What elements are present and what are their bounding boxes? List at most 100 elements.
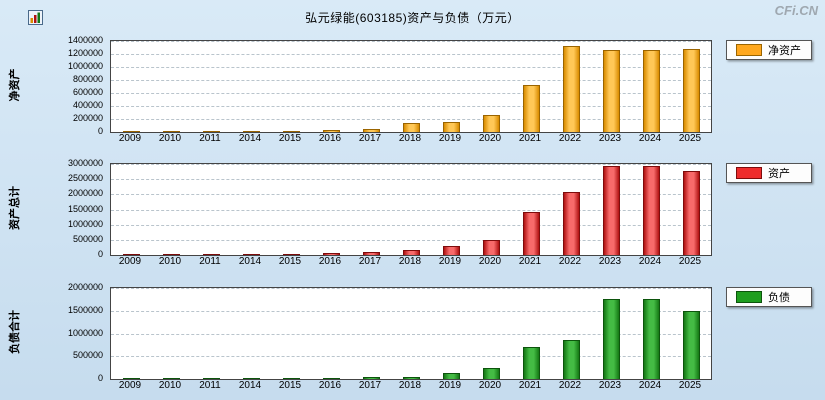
gridline <box>111 288 711 289</box>
bar-2025 <box>683 171 700 255</box>
x-tick-label: 2009 <box>118 380 142 391</box>
y-tick-label: 400000 <box>72 100 103 110</box>
x-tick-label: 2023 <box>598 133 622 144</box>
x-tick-label: 2014 <box>238 256 262 267</box>
y-tick-label: 1400000 <box>67 35 103 45</box>
x-tick-label: 2015 <box>278 380 302 391</box>
y-tick-label: 0 <box>97 126 103 136</box>
bar-2019 <box>443 373 460 379</box>
mini-chart-icon <box>28 10 43 25</box>
x-tick-label: 2009 <box>118 256 142 267</box>
legend-label: 负债 <box>768 292 790 304</box>
x-tick-label: 2022 <box>558 256 582 267</box>
y-tick-label: 2000000 <box>67 188 103 199</box>
bar-2021 <box>523 85 540 132</box>
x-axis-labels: 2009 2010 2011 2014 2015 2016 2017 2018 2019 2020… <box>110 255 710 269</box>
bar-2017 <box>363 129 380 132</box>
x-tick-label: 2021 <box>518 380 542 391</box>
x-tick-label: 2009 <box>118 133 142 144</box>
x-tick-label: 2022 <box>558 133 582 144</box>
bar-2010 <box>163 378 180 379</box>
bar-2015 <box>283 254 300 255</box>
bar-2021 <box>523 212 540 255</box>
bar-2014 <box>243 254 260 255</box>
y-tick-label: 1200000 <box>67 48 103 58</box>
plot-area <box>110 287 712 380</box>
x-tick-label: 2018 <box>398 133 422 144</box>
y-axis-title: 资产总计 <box>9 186 21 230</box>
x-tick-label: 2025 <box>678 133 702 144</box>
bar-2009 <box>123 378 140 379</box>
watermark-logo: CFi.CN <box>774 3 818 18</box>
x-tick-label: 2010 <box>158 256 182 267</box>
bar-2017 <box>363 377 380 379</box>
bar-2025 <box>683 311 700 379</box>
bar-2011 <box>203 131 220 132</box>
x-tick-label: 2016 <box>318 380 342 391</box>
bar-2020 <box>483 368 500 379</box>
y-tick-label: 600000 <box>72 87 103 97</box>
x-tick-label: 2010 <box>158 380 182 391</box>
x-tick-label: 2020 <box>478 380 502 391</box>
legend-swatch <box>736 291 762 303</box>
y-axis-ticks: 0 500000 1000000 1500000 2000000 2500000 30000… <box>54 158 106 259</box>
chart-total-liabilities: 负债合计 0 500000 1000000 1500000 2000000 2009 20… <box>0 282 825 393</box>
bar-2016 <box>323 378 340 379</box>
y-tick-label: 500000 <box>72 233 103 244</box>
chart-total-assets: 资产总计 0 500000 1000000 1500000 2000000 2500000… <box>0 158 825 269</box>
bar-2021 <box>523 347 540 379</box>
legend-swatch <box>736 167 762 179</box>
x-tick-label: 2018 <box>398 256 422 267</box>
bar-2016 <box>323 130 340 132</box>
gridline <box>111 239 711 241</box>
gridline <box>111 224 711 226</box>
x-axis-labels: 2009 2010 2011 2014 2015 2016 2017 2018 2019 2020… <box>110 379 710 393</box>
y-tick-label: 500000 <box>72 350 103 361</box>
y-tick-label: 0 <box>97 249 103 259</box>
x-tick-label: 2011 <box>199 133 221 144</box>
x-tick-label: 2025 <box>678 380 702 391</box>
gridline <box>111 164 711 165</box>
bar-2019 <box>443 122 460 132</box>
bar-2017 <box>363 252 380 255</box>
bar-2020 <box>483 240 500 255</box>
x-tick-label: 2015 <box>278 256 302 267</box>
bar-2022 <box>563 46 580 132</box>
legend-label: 净资产 <box>768 45 801 57</box>
bar-2010 <box>163 254 180 255</box>
plot-area <box>110 40 712 133</box>
bar-2015 <box>283 378 300 379</box>
gridline <box>111 54 711 55</box>
bar-2011 <box>203 254 220 255</box>
x-tick-label: 2024 <box>638 133 662 144</box>
gridline <box>111 356 711 358</box>
y-tick-label: 3000000 <box>67 158 103 168</box>
gridline <box>111 179 711 181</box>
y-tick-label: 0 <box>97 373 103 383</box>
chart-net-assets: 净资产 0 200000 400000 600000 800000 1000000 1200… <box>0 35 825 146</box>
x-tick-label: 2019 <box>438 256 462 267</box>
bar-2014 <box>243 378 260 379</box>
bar-2018 <box>403 250 420 255</box>
y-axis-title: 负债合计 <box>9 310 21 354</box>
bar-2018 <box>403 377 420 379</box>
y-tick-label: 2500000 <box>67 173 103 184</box>
x-tick-label: 2016 <box>318 133 342 144</box>
x-tick-label: 2017 <box>358 133 382 144</box>
x-axis-labels: 2009 2010 2011 2014 2015 2016 2017 2018 2019 2020… <box>110 132 710 146</box>
y-tick-label: 1000000 <box>67 327 103 338</box>
x-tick-label: 2018 <box>398 380 422 391</box>
x-tick-label: 2010 <box>158 133 182 144</box>
gridline <box>111 310 711 312</box>
bar-2009 <box>123 131 140 132</box>
plot-area <box>110 163 712 256</box>
bar-2011 <box>203 378 220 379</box>
x-tick-label: 2024 <box>638 256 662 267</box>
bar-2020 <box>483 115 500 132</box>
y-axis-title: 净资产 <box>9 68 21 102</box>
gridline <box>111 194 711 196</box>
bar-2010 <box>163 131 180 132</box>
x-tick-label: 2020 <box>478 256 502 267</box>
legend-swatch <box>736 44 762 56</box>
